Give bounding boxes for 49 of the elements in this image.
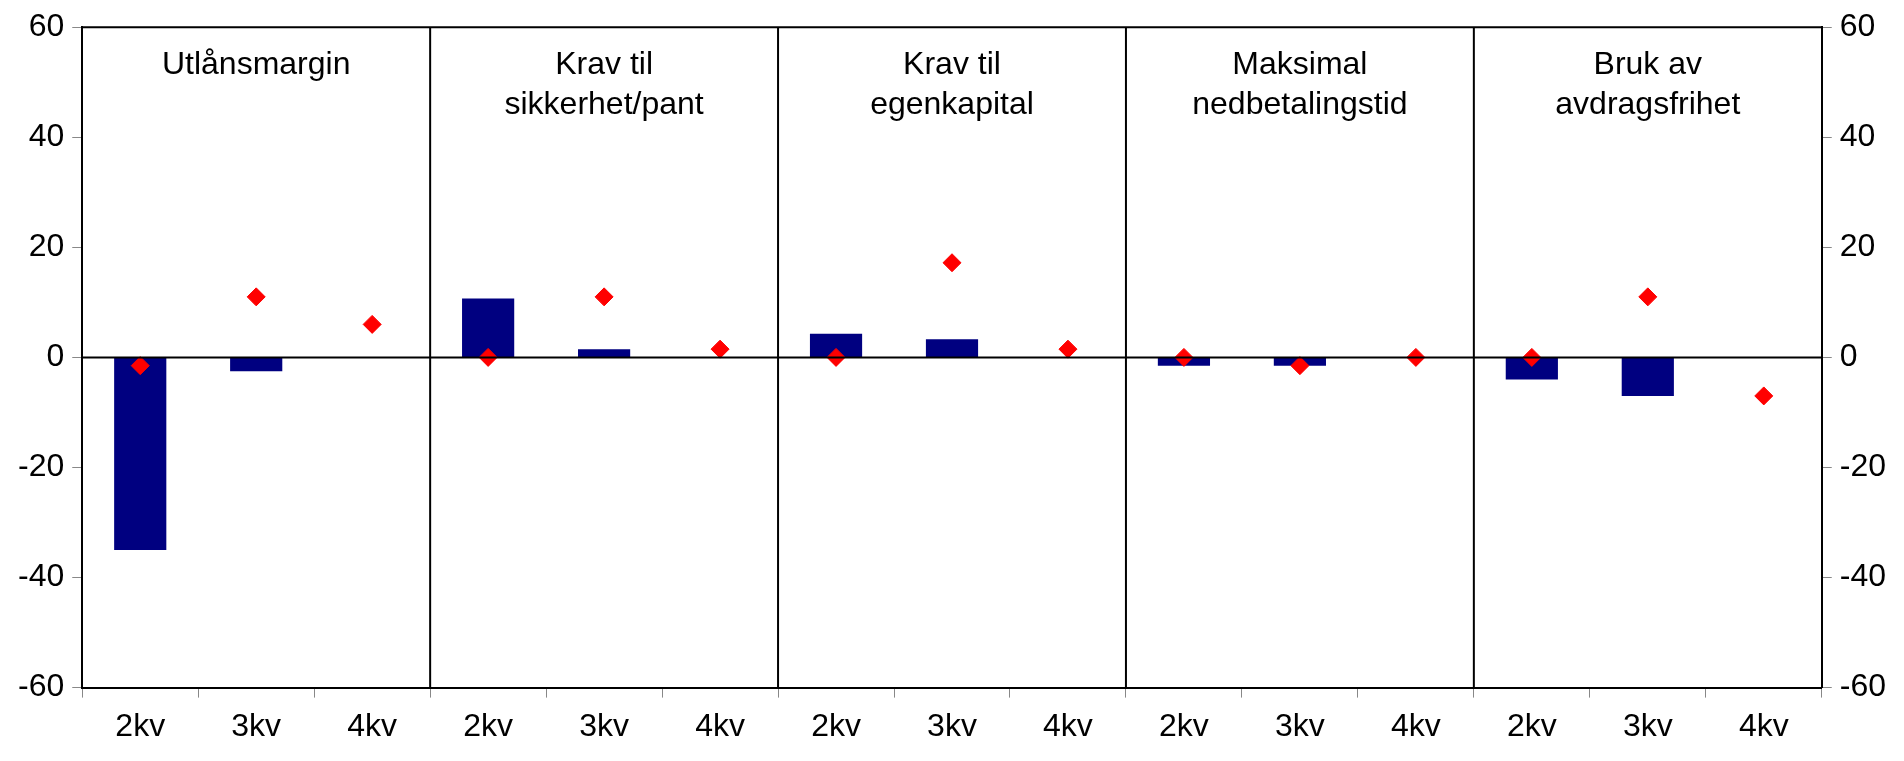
bar (230, 357, 283, 372)
y2-tick-label: -40 (1839, 557, 1886, 594)
annotation: Utlånsmargin (161, 45, 351, 82)
y-tick-label: 20 (28, 227, 65, 264)
bar (1621, 357, 1674, 396)
x-tick-label: 2kv (463, 706, 514, 743)
annotation: Krav til egenkapital (870, 45, 1034, 122)
x-tick-label: 3kv (231, 706, 282, 743)
point (1638, 287, 1658, 307)
point (1290, 356, 1310, 376)
y-tick-label: -20 (18, 447, 65, 484)
bar (462, 298, 515, 357)
x-tick-label: 2kv (1506, 706, 1557, 743)
y-tick-label: 40 (28, 117, 65, 154)
y-tick-label: 60 (28, 7, 65, 44)
x-tick-label: 3kv (1275, 706, 1325, 743)
x-tick-label: 3kv (579, 706, 629, 743)
point (362, 314, 382, 334)
y2-tick-label: -20 (1839, 447, 1886, 484)
point (130, 356, 150, 376)
x-tick-label: 4kv (1738, 706, 1789, 743)
x-tick-label: 3kv (1622, 706, 1673, 743)
point (942, 253, 962, 273)
x-tick-label: 4kv (347, 706, 398, 743)
annotation: Maksimal nedbetalingstid (1192, 45, 1408, 122)
y2-tick-label: 20 (1839, 227, 1876, 264)
y2-tick-label: 60 (1839, 7, 1876, 44)
y2-tick-label: -60 (1839, 667, 1886, 704)
point (1058, 339, 1078, 359)
x-tick-label: 4kv (1390, 706, 1441, 743)
x-tick-label: 2kv (811, 706, 861, 743)
bar (925, 339, 979, 357)
x-tick-label: 4kv (1043, 706, 1093, 743)
x-tick-label: 4kv (695, 706, 745, 743)
y2-tick-label: 0 (1839, 337, 1858, 374)
y2-tick-label: 40 (1839, 117, 1876, 154)
point (246, 287, 266, 307)
annotation: Krav til sikkerhet/pant (504, 45, 704, 122)
point (710, 339, 730, 359)
x-tick-label: 2kv (1159, 706, 1209, 743)
y-tick-label: -60 (18, 667, 65, 704)
point (594, 287, 614, 307)
bar (114, 357, 167, 551)
annotation: Bruk av avdragsfrihet (1555, 45, 1741, 122)
y-tick-label: 0 (46, 337, 65, 374)
x-tick-label: 3kv (927, 706, 977, 743)
y-tick-label: -40 (18, 557, 65, 594)
x-tick-label: 2kv (115, 706, 166, 743)
point (1754, 386, 1774, 406)
